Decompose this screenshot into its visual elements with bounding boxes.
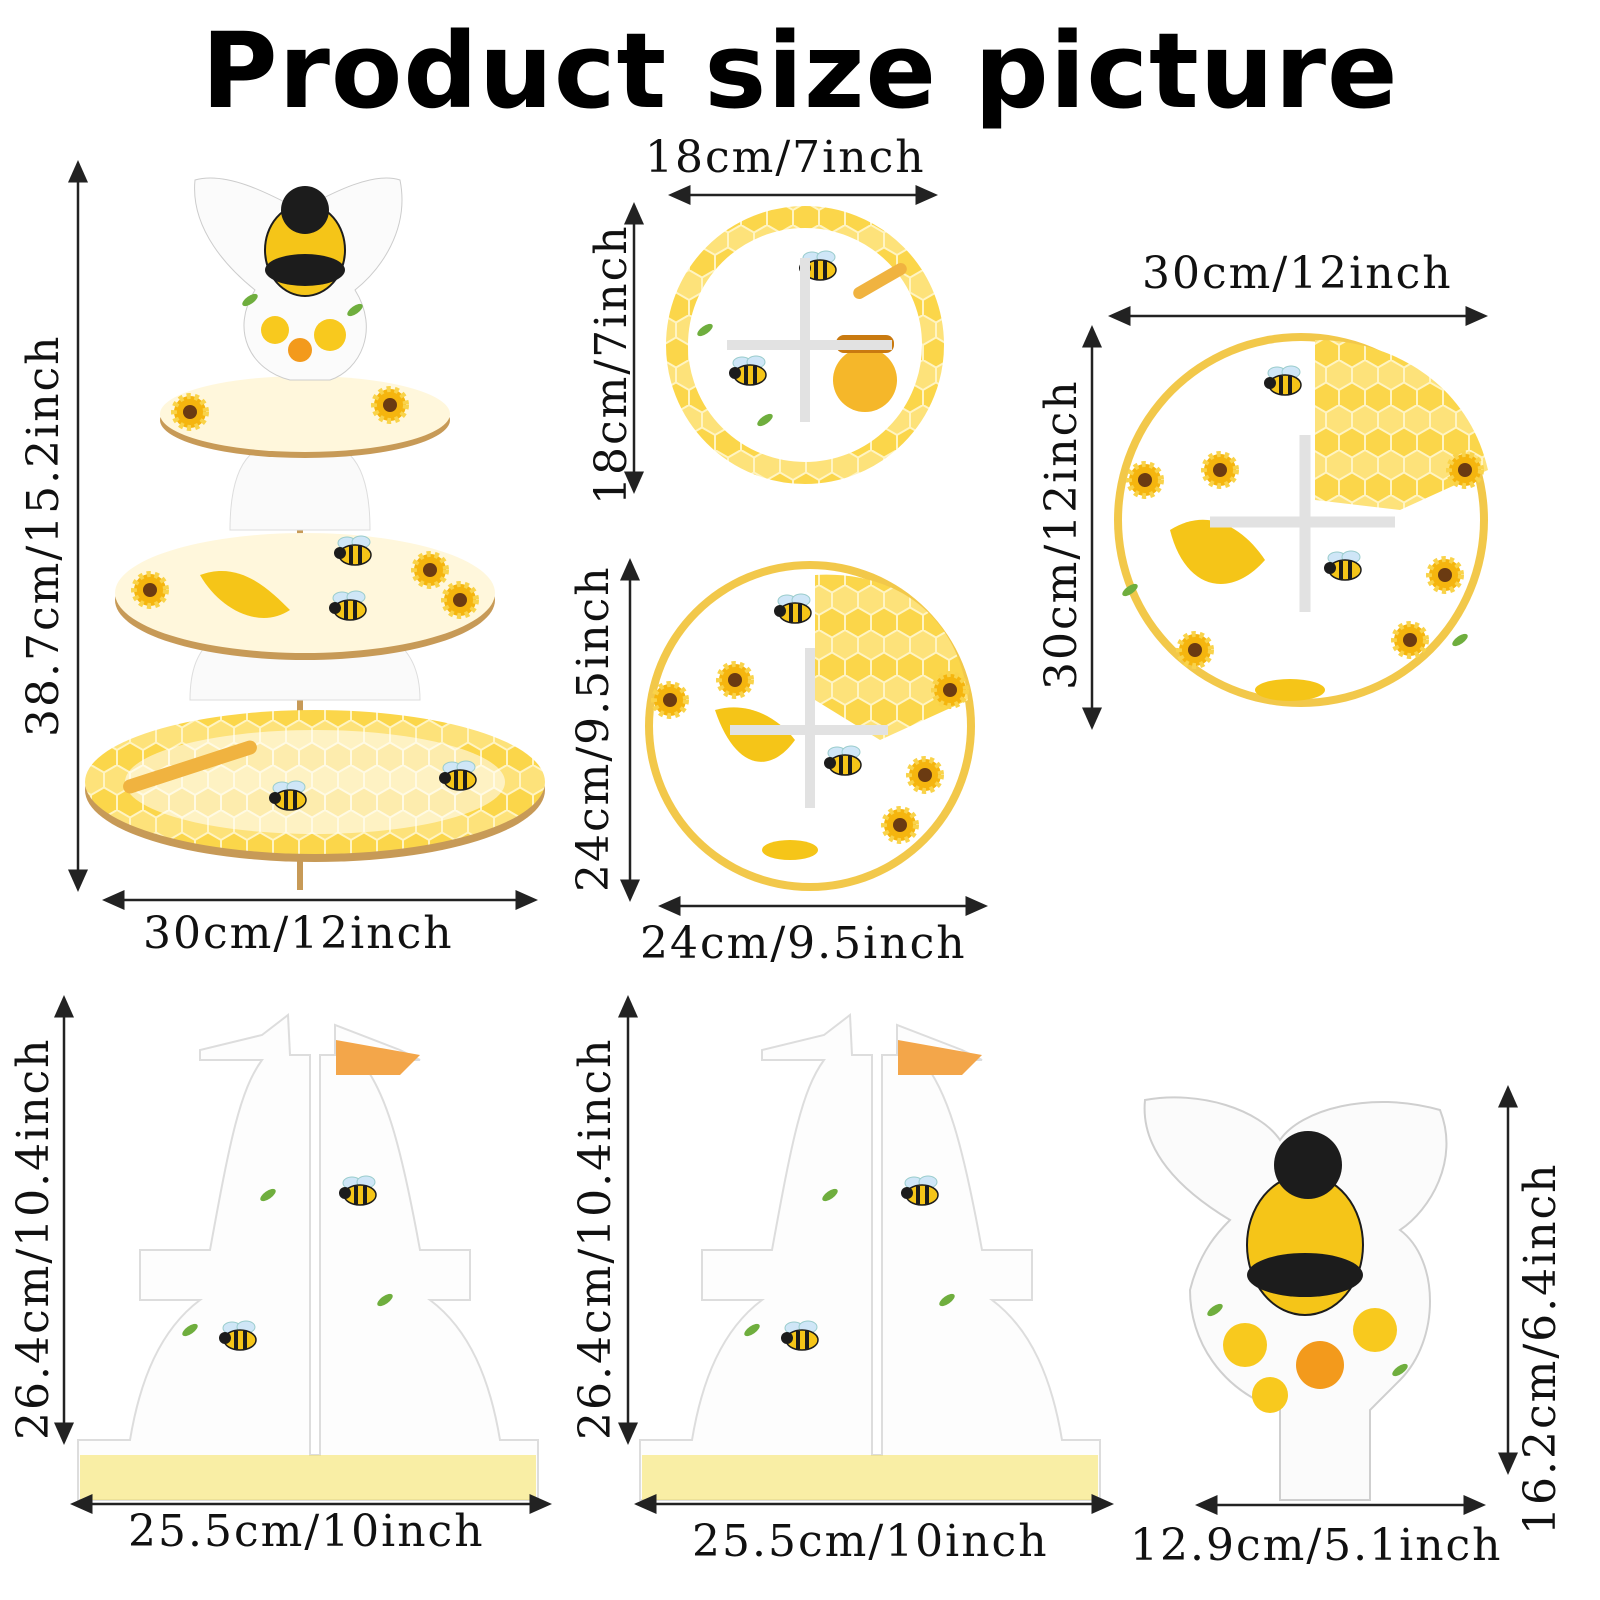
large-plate-height-label: 30cm/12inch [1036,379,1087,690]
support2-height-label: 26.4cm/10.4inch [570,1037,621,1440]
assembled-stand [85,177,545,890]
large-plate [1114,333,1488,707]
medium-plate [645,561,975,891]
page-title: Product size picture [201,10,1399,132]
small-plate [666,206,944,484]
dimension-arrows [54,160,1518,1515]
topper-width-label: 12.9cm/5.1inch [1130,1520,1503,1571]
small-plate-height-label: 18cm/7inch [586,224,637,505]
large-plate-width-label: 30cm/12inch [1142,248,1453,299]
medium-plate-width-label: 24cm/9.5inch [640,918,967,969]
support-piece-left [77,1013,539,1501]
support1-height-label: 26.4cm/10.4inch [8,1037,59,1440]
topper-height-label: 16.2cm/6.4inch [1515,1162,1566,1535]
stand-height-label: 38.7cm/15.2inch [18,334,69,737]
small-plate-width-label: 18cm/7inch [645,132,926,183]
stand-width-label: 30cm/12inch [143,908,454,959]
medium-plate-height-label: 24cm/9.5inch [568,565,619,892]
bee-topper [1143,1096,1448,1501]
support2-width-label: 25.5cm/10inch [692,1516,1049,1567]
support-piece-right [639,1013,1101,1501]
support1-width-label: 25.5cm/10inch [128,1506,485,1557]
